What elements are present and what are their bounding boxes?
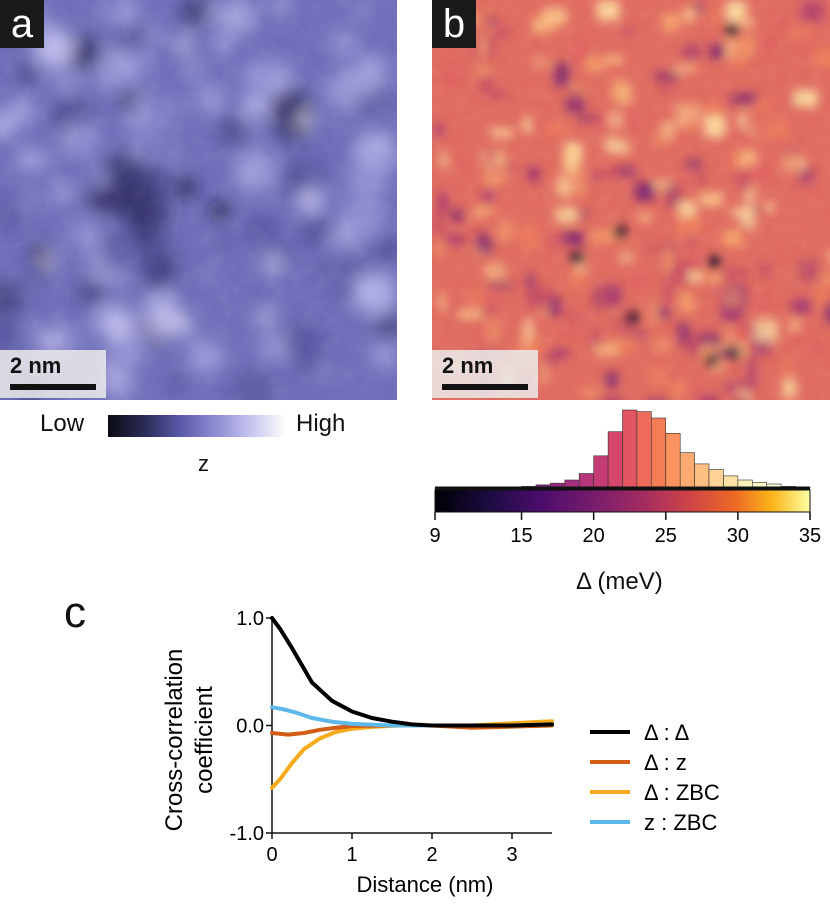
chart-axes: 1.0 0.0 -1.00 1 2 3 [230, 608, 552, 866]
gap-histogram-chart: 9 15 20 25 30 35 [429, 409, 821, 547]
histogram-bar [607, 431, 623, 489]
delta-tick-label: 9 [429, 525, 440, 547]
scale-bar-b-label: 2 nm [442, 353, 494, 378]
histogram-bar [651, 417, 667, 489]
legend-label: Δ : Δ [644, 720, 690, 745]
z-colorbar-low-label: Low [40, 410, 85, 437]
chart-legend: Δ : Δ Δ : z Δ : ZBC z : ZBC [590, 720, 720, 835]
delta-tick-label: 35 [799, 525, 821, 547]
delta-colorbar-ticks: 9 15 20 25 30 35 [429, 512, 821, 547]
delta-tick-label: 30 [727, 525, 749, 547]
legend-label: Δ : ZBC [644, 780, 720, 805]
histogram-bar [622, 409, 638, 489]
panel-c-label: c [64, 588, 86, 637]
y-tick-label: 1.0 [236, 608, 264, 630]
series-line [270, 616, 554, 728]
y-axis-label-line2: coefficient [191, 686, 218, 794]
scale-bar-a-line [10, 384, 96, 390]
histogram-bar [665, 432, 681, 489]
x-tick-label: 3 [506, 844, 517, 866]
y-axis-label-line1: Cross-correlation [161, 649, 188, 832]
delta-tick-label: 25 [655, 525, 677, 547]
histogram-bar [708, 469, 724, 489]
y-tick-label: -1.0 [230, 823, 264, 845]
gap-map-image [432, 0, 830, 420]
panel-a-label: a [0, 0, 44, 48]
histogram-bar [636, 411, 652, 489]
delta-colorbar-axis-label: Δ (meV) [576, 568, 663, 595]
cross-correlation-chart: Cross-correlation coefficient 1.0 0.0 -1.0… [161, 608, 720, 897]
x-tick-label: 2 [426, 844, 437, 866]
y-tick-label: 0.0 [236, 716, 264, 738]
gap-map [432, 0, 830, 420]
delta-tick-label: 20 [583, 525, 605, 547]
scale-bar-b-line [442, 384, 528, 390]
x-axis-label: Distance (nm) [357, 872, 494, 897]
histogram-bar [694, 463, 710, 489]
histogram-bar [578, 473, 594, 489]
z-colorbar-axis-label: z [198, 451, 209, 476]
panel-b-label: b [432, 0, 476, 48]
scale-bar-a-label: 2 nm [10, 353, 62, 378]
x-tick-label: 0 [266, 844, 277, 866]
scale-bar-b: 2 nm [432, 350, 538, 398]
chart-series [270, 616, 554, 790]
x-tick-label: 1 [346, 844, 357, 866]
legend-label: z : ZBC [644, 810, 717, 835]
delta-colorbar [434, 489, 811, 513]
delta-tick-label: 15 [510, 525, 532, 547]
z-colorbar [108, 415, 286, 437]
scale-bar-a: 2 nm [0, 350, 106, 398]
histogram-bar [679, 452, 695, 489]
legend-label: Δ : z [644, 750, 687, 775]
z-colorbar-high-label: High [296, 410, 346, 437]
topography-map [0, 0, 404, 413]
histogram-bar [723, 475, 739, 489]
histogram-bars [434, 409, 811, 489]
topography-map-image [0, 0, 404, 413]
histogram-bar [593, 455, 609, 489]
